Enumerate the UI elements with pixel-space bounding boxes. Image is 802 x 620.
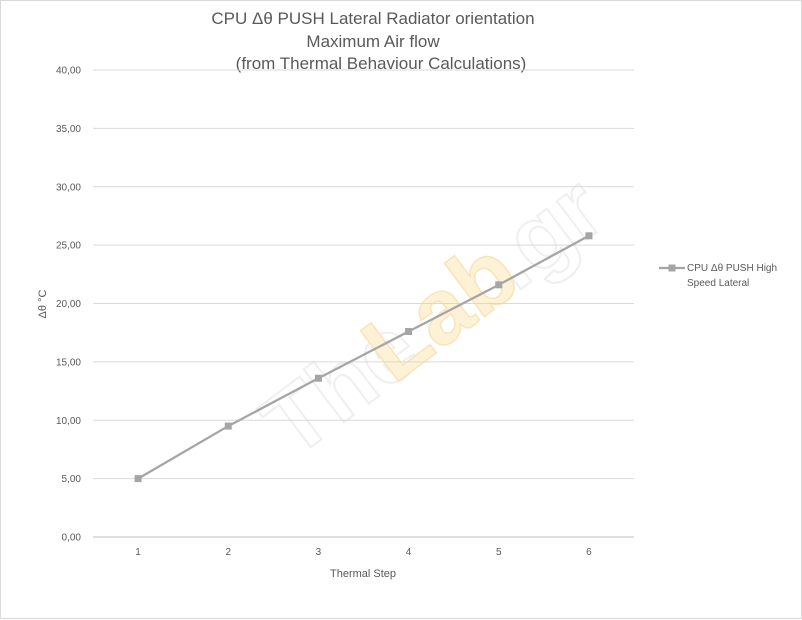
y-tick-label: 5,00: [62, 474, 82, 485]
legend: CPU Δθ PUSH High Speed Lateral: [659, 263, 777, 289]
x-tick-label: 2: [225, 547, 231, 558]
y-axis-tick-labels: 0,00 5,00 10,00 15,00 20,00 25,00 30,00 35,00 40…: [56, 66, 81, 544]
series-group: [134, 232, 593, 483]
y-tick-label: 30,00: [56, 182, 81, 193]
x-tick-label: 1: [135, 547, 141, 558]
data-point-marker: [405, 328, 413, 336]
y-tick-label: 40,00: [56, 66, 81, 77]
y-axis-title: Δθ °C: [37, 290, 49, 319]
data-point-marker: [495, 281, 503, 289]
x-axis-title: Thermal Step: [330, 568, 396, 580]
chart-title-line-2: Maximum Air flow: [306, 32, 440, 51]
legend-series-label-line-2: Speed Lateral: [687, 278, 749, 289]
data-point-marker: [224, 422, 232, 430]
legend-series-marker: [668, 264, 676, 272]
x-tick-label: 3: [316, 547, 322, 558]
x-axis-tick-labels: 1 2 3 4 5 6: [135, 547, 592, 558]
y-tick-label: 35,00: [56, 124, 81, 135]
legend-series-label-line-1: CPU Δθ PUSH High: [687, 263, 777, 274]
y-tick-label: 0,00: [62, 533, 82, 544]
data-point-marker: [314, 374, 322, 382]
x-tick-label: 6: [586, 547, 592, 558]
chart-title: CPU Δθ PUSH Lateral Radiator orientation…: [211, 9, 534, 73]
y-tick-label: 25,00: [56, 241, 81, 252]
data-point-marker: [134, 475, 142, 483]
x-tick-label: 4: [406, 547, 412, 558]
chart-title-line-1: CPU Δθ PUSH Lateral Radiator orientation: [211, 9, 534, 28]
y-tick-label: 10,00: [56, 416, 81, 427]
data-point-marker: [585, 232, 593, 240]
x-tick-label: 5: [496, 547, 502, 558]
gridlines: [93, 69, 634, 538]
chart-title-line-3: (from Thermal Behaviour Calculations): [236, 54, 527, 73]
y-tick-label: 15,00: [56, 357, 81, 368]
y-tick-label: 20,00: [56, 299, 81, 310]
watermark-logo: The Lab .gr: [243, 156, 622, 478]
series-line: [137, 234, 590, 480]
